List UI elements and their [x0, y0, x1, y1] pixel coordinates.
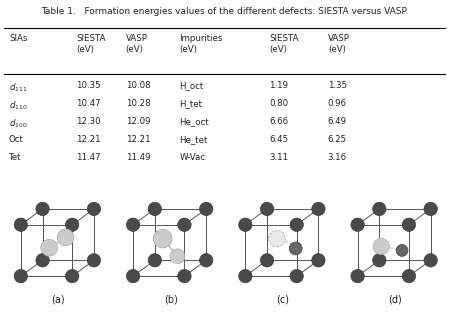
Text: 3.11: 3.11 [269, 154, 289, 162]
Text: H_oct: H_oct [180, 82, 204, 91]
Text: $d_{100}$: $d_{100}$ [9, 117, 27, 130]
Text: 12.09: 12.09 [126, 117, 150, 126]
Circle shape [36, 202, 49, 216]
Circle shape [402, 218, 416, 231]
Text: SIAs: SIAs [9, 34, 27, 42]
Text: 12.21: 12.21 [126, 136, 150, 144]
Circle shape [269, 230, 286, 247]
Text: He_tet: He_tet [180, 136, 208, 144]
Text: 11.47: 11.47 [76, 154, 101, 162]
Text: (d): (d) [388, 295, 402, 305]
Circle shape [424, 202, 437, 216]
Text: (c): (c) [277, 295, 289, 305]
Text: 6.45: 6.45 [269, 136, 289, 144]
Circle shape [373, 238, 389, 255]
Circle shape [148, 202, 162, 216]
Circle shape [41, 239, 57, 256]
Circle shape [57, 229, 74, 246]
Circle shape [36, 254, 49, 267]
Text: Table 1.   Formation energies values of the different defects: SIESTA versus VAS: Table 1. Formation energies values of th… [41, 7, 408, 16]
Text: 10.47: 10.47 [76, 99, 101, 109]
Circle shape [238, 218, 252, 231]
Text: $d_{111}$: $d_{111}$ [9, 82, 27, 94]
Circle shape [126, 218, 140, 231]
Text: 6.49: 6.49 [328, 117, 347, 126]
Text: W-Vac: W-Vac [180, 154, 206, 162]
Text: 0.80: 0.80 [269, 99, 289, 109]
Text: Tet: Tet [9, 154, 22, 162]
Circle shape [14, 218, 27, 231]
Circle shape [289, 242, 302, 255]
Text: He_oct: He_oct [180, 117, 209, 126]
Text: Oct: Oct [9, 136, 24, 144]
Text: 10.35: 10.35 [76, 82, 101, 91]
Circle shape [260, 254, 274, 267]
Circle shape [14, 269, 27, 283]
Text: 12.30: 12.30 [76, 117, 101, 126]
Circle shape [238, 269, 252, 283]
Text: VASP
(eV): VASP (eV) [126, 34, 148, 53]
Circle shape [351, 269, 364, 283]
Text: $d_{110}$: $d_{110}$ [9, 99, 27, 112]
Circle shape [290, 218, 304, 231]
Circle shape [290, 269, 304, 283]
Circle shape [87, 202, 101, 216]
Circle shape [396, 244, 408, 256]
Text: 3.16: 3.16 [328, 154, 347, 162]
Text: 1.35: 1.35 [328, 82, 347, 91]
Circle shape [178, 269, 191, 283]
Circle shape [126, 269, 140, 283]
Circle shape [351, 218, 364, 231]
Text: 10.28: 10.28 [126, 99, 150, 109]
Text: H_tet: H_tet [180, 99, 202, 109]
Circle shape [260, 202, 274, 216]
Circle shape [66, 269, 79, 283]
Text: 12.21: 12.21 [76, 136, 101, 144]
Circle shape [199, 254, 213, 267]
Circle shape [148, 254, 162, 267]
Text: Impurities
(eV): Impurities (eV) [180, 34, 223, 53]
Circle shape [312, 202, 325, 216]
Circle shape [199, 202, 213, 216]
Circle shape [373, 254, 386, 267]
Circle shape [66, 218, 79, 231]
Circle shape [178, 218, 191, 231]
Circle shape [402, 269, 416, 283]
Text: VASP
(eV): VASP (eV) [328, 34, 350, 53]
Circle shape [312, 254, 325, 267]
Text: 6.25: 6.25 [328, 136, 347, 144]
Text: 11.49: 11.49 [126, 154, 150, 162]
Circle shape [170, 249, 185, 264]
Text: (b): (b) [164, 295, 177, 305]
Text: 0.96: 0.96 [328, 99, 347, 109]
Circle shape [87, 254, 101, 267]
Text: 1.19: 1.19 [269, 82, 288, 91]
Circle shape [424, 254, 437, 267]
Text: SIESTA
(eV): SIESTA (eV) [76, 34, 106, 53]
Circle shape [373, 202, 386, 216]
Circle shape [154, 229, 172, 248]
Text: SIESTA
(eV): SIESTA (eV) [269, 34, 299, 53]
Text: 10.08: 10.08 [126, 82, 150, 91]
Text: 6.66: 6.66 [269, 117, 289, 126]
Text: (a): (a) [52, 295, 65, 305]
